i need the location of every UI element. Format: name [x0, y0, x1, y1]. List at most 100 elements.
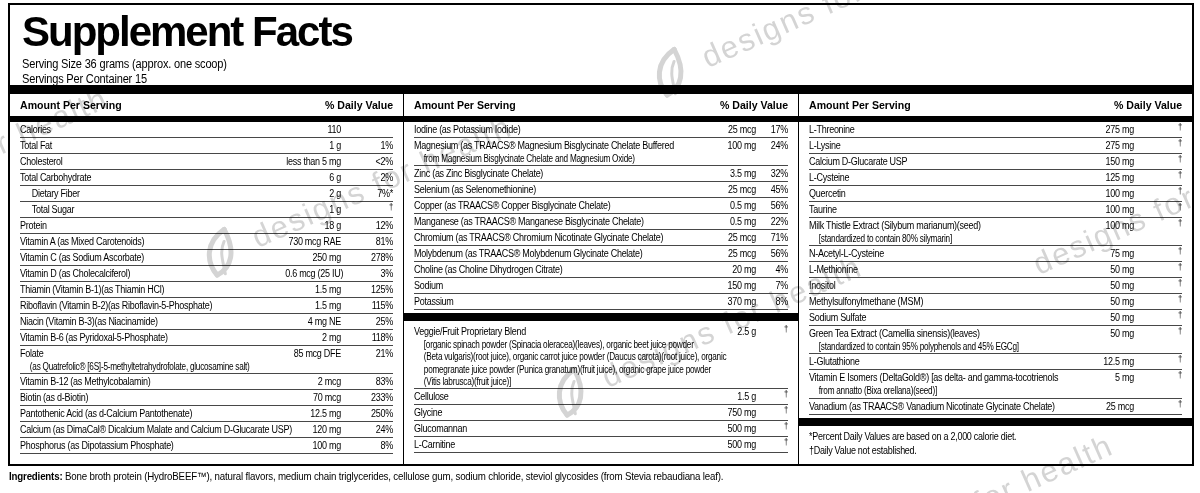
nutrient-daily-value: † [1139, 122, 1182, 134]
nutrient-amount: 730 mcg RAE [286, 235, 342, 249]
nutrient-daily-value: † [1139, 324, 1182, 338]
nutrient-name: Vitamin A (as Mixed Carotenoids) [20, 235, 253, 249]
nutrient-line: Manganese (as TRAACS® Manganese Bisglyci… [414, 215, 787, 229]
nutrient-line: L-Threonine275 mg† [809, 123, 1182, 137]
nutrient-amount: 50 mg [1076, 263, 1134, 277]
nutrient-name: L-Threonine [809, 123, 1044, 137]
nutrient-amount: 370 mg [700, 295, 756, 309]
nutrient-amount: 50 mg [1076, 327, 1134, 341]
nutrient-daily-value: 45% [759, 183, 788, 197]
nutrient-name: N-Acetyl-L-Cysteine [809, 247, 1044, 261]
nutrient-daily-value: † [1139, 260, 1182, 274]
nutrient-daily-value: 25% [347, 315, 394, 329]
nutrient-amount: 125 mg [1076, 171, 1134, 185]
nutrient-row: Folate85 mcg DFE21%(as Quatrefolic® [6S]… [20, 346, 393, 374]
nutrient-name: Vitamin E Isomers (DeltaGold®) [as delta… [809, 371, 1044, 385]
nutrient-line: Dietary Fiber2 g7%* [20, 187, 393, 201]
label-header: Supplement Facts Serving Size 36 grams (… [10, 5, 1192, 85]
nutrient-amount: 100 mg [1076, 219, 1134, 233]
nutrient-name: Choline (as Choline Dihydrogen Citrate) [414, 263, 665, 277]
nutrient-amount: 110 [286, 123, 342, 137]
nutrient-line: Vitamin A (as Mixed Carotenoids) 730 mcg … [20, 235, 393, 249]
nutrient-name: Protein [20, 219, 253, 233]
nutrient-name: Sodium [414, 279, 665, 293]
nutrient-row: Dietary Fiber2 g7%* [20, 186, 393, 202]
nutrient-daily-value: 32% [759, 167, 788, 181]
column-header: Amount Per Serving% Daily Value [799, 94, 1192, 116]
nutrient-amount: 85 mcg DFE [286, 347, 342, 361]
nutrient-line: Glucomannan500 mg† [414, 422, 787, 436]
nutrient-amount: 1.5 g [700, 390, 756, 404]
nutrient-daily-value: † [1139, 352, 1182, 366]
nutrient-name: Riboflavin (Vitamin B-2)(as Riboflavin-5… [20, 299, 253, 313]
nutrient-name: Chromium (as TRAACS® Chromium Nicotinate… [414, 231, 665, 245]
nutrient-daily-value: 21% [347, 347, 394, 361]
nutrient-name: Molybdenum (as TRAACS® Molybdenum Glycin… [414, 247, 665, 261]
nutrient-row: Biotin (as d-Biotin)70 mcg233% [20, 390, 393, 406]
nutrient-daily-value: † [759, 403, 788, 417]
facts-column: Amount Per Serving% Daily ValueIodine (a… [403, 85, 797, 464]
nutrient-row: Vitamin B-12 (as Methylcobalamin)2 mcg83… [20, 374, 393, 390]
nutrient-line: L-Carnitine500 mg† [414, 438, 787, 452]
nutrient-row: Sodium150 mg7% [414, 278, 787, 294]
nutrient-row: L-Carnitine500 mg† [414, 437, 787, 453]
nutrient-name: Zinc (as Zinc Bisglycinate Chelate) [414, 167, 665, 181]
nutrient-daily-value: 250% [347, 407, 394, 421]
nutrient-line: Total Sugar1 g† [20, 203, 393, 217]
nutrient-daily-value: 1% [347, 139, 394, 153]
nutrient-rows: L-Threonine275 mg†L-Lysine275 mg†Calcium… [799, 122, 1192, 464]
nutrient-row: N-Acetyl-L-Cysteine75 mg† [809, 246, 1182, 262]
nutrient-row: Green Tea Extract (Camellia sinensis)(le… [809, 326, 1182, 354]
ingredients-line: Ingredients: Bone broth protein (HydroBE… [9, 470, 1080, 482]
nutrient-daily-value: 8% [759, 295, 788, 309]
nutrient-line: Niacin (Vitamin B-3)(as Niacinamide)4 mg… [20, 315, 393, 329]
nutrient-amount: 18 g [286, 219, 342, 233]
nutrient-daily-value: 7% [759, 279, 788, 293]
nutrient-amount: 25 mcg [1076, 400, 1134, 414]
nutrient-line: Thiamin (Vitamin B-1)(as Thiamin HCl)1.5… [20, 283, 393, 297]
nutrient-line: Vanadium (as TRAACS® Vanadium Nicotinate… [809, 400, 1182, 414]
nutrient-name: Total Fat [20, 139, 253, 153]
nutrient-line: Protein18 g12% [20, 219, 393, 233]
nutrient-row: Magnesium (as TRAACS® Magnesium Bisglyci… [414, 138, 787, 166]
nutrient-line: Vitamin C (as Sodium Ascorbate)250 mg278… [20, 251, 393, 265]
nutrient-daily-value: 278% [347, 251, 394, 265]
nutrient-daily-value: 2% [347, 171, 394, 185]
nutrient-row: Milk Thistle Extract (Silybum marianum)(… [809, 218, 1182, 246]
nutrient-row: Quercetin100 mg† [809, 186, 1182, 202]
nutrient-line: Magnesium (as TRAACS® Magnesium Bisglyci… [414, 139, 787, 153]
nutrient-line: Vitamin B-12 (as Methylcobalamin)2 mcg83… [20, 375, 393, 389]
nutrient-daily-value: † [1139, 397, 1182, 411]
nutrient-row: Sodium Sulfate50 mg† [809, 310, 1182, 326]
nutrient-name: Sodium Sulfate [809, 311, 1044, 325]
nutrient-name: Thiamin (Vitamin B-1)(as Thiamin HCl) [20, 283, 253, 297]
nutrient-name: Pantothenic Acid (as d-Calcium Pantothen… [20, 407, 253, 421]
nutrient-amount: 2 g [286, 187, 342, 201]
nutrient-line: Inositol50 mg† [809, 279, 1182, 293]
header-bar-top [799, 85, 1192, 94]
nutrient-amount: 75 mg [1076, 247, 1134, 261]
nutrient-row: Copper (as TRAACS® Copper Bisglycinate C… [414, 198, 787, 214]
nutrient-sub-line: [standardized to contain 80% silymarin] [809, 233, 1115, 245]
nutrient-name: L-Carnitine [414, 438, 665, 452]
nutrient-name: Manganese (as TRAACS® Manganese Bisglyci… [414, 215, 665, 229]
column-header-dv: % Daily Value [719, 99, 787, 111]
column-header: Amount Per Serving% Daily Value [10, 94, 403, 116]
nutrient-daily-value: † [1139, 152, 1182, 166]
nutrient-name: Biotin (as d-Biotin) [20, 391, 253, 405]
nutrient-daily-value: † [347, 200, 394, 214]
nutrient-sub-line: (as Quatrefolic® [6S]-5-methyltetrahydro… [20, 361, 326, 373]
nutrient-daily-value: † [1139, 292, 1182, 306]
nutrient-amount: 6 g [286, 171, 342, 185]
facts-column: Amount Per Serving% Daily Value L-Threoni… [798, 85, 1192, 464]
nutrient-amount: 1.5 mg [286, 299, 342, 313]
nutrient-amount: less than 5 mg [286, 155, 342, 169]
nutrient-amount: 70 mcg [286, 391, 342, 405]
nutrient-daily-value: † [759, 419, 788, 433]
nutrient-line: Cholesterolless than 5 mg<2% [20, 155, 393, 169]
nutrient-amount: 100 mg [286, 439, 342, 453]
nutrient-row: Taurine100 mg† [809, 202, 1182, 218]
nutrient-daily-value: † [1139, 136, 1182, 150]
nutrient-name: Inositol [809, 279, 1044, 293]
column-header-dv: % Daily Value [1114, 99, 1182, 111]
